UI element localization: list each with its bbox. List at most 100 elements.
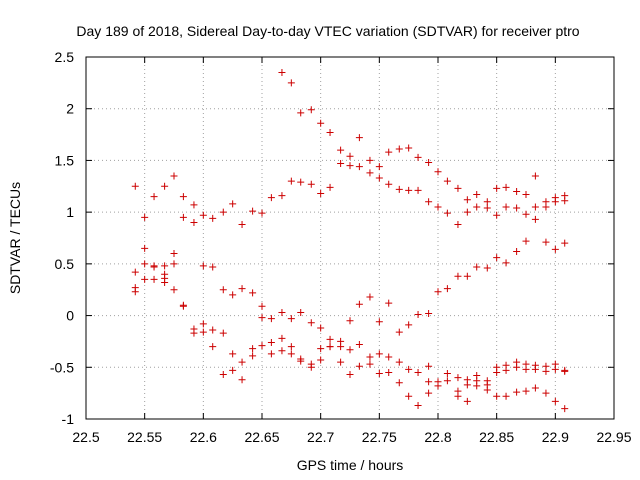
data-point	[346, 371, 354, 379]
data-point	[493, 211, 501, 219]
data-point	[366, 169, 374, 177]
data-point	[502, 203, 510, 211]
data-point	[150, 263, 158, 271]
data-point	[473, 203, 481, 211]
data-point	[190, 329, 198, 337]
data-point	[190, 218, 198, 226]
data-point	[405, 144, 413, 152]
data-point	[307, 319, 315, 327]
data-point	[229, 200, 237, 208]
data-point	[522, 387, 530, 395]
data-point	[443, 209, 451, 217]
data-point	[375, 369, 383, 377]
data-point	[209, 263, 217, 271]
data-point	[287, 79, 295, 87]
data-point	[561, 367, 569, 375]
y-axis-label: SDTVAR / TECUs	[7, 182, 23, 294]
data-point	[346, 346, 354, 354]
data-point	[287, 343, 295, 351]
data-point	[522, 210, 530, 218]
data-point	[561, 197, 569, 205]
data-point	[249, 207, 257, 215]
data-point	[249, 352, 257, 360]
data-point	[405, 186, 413, 194]
data-point	[287, 177, 295, 185]
x-tick-label: 22.5	[72, 429, 99, 445]
data-point	[278, 69, 286, 77]
x-axis-label: GPS time / hours	[297, 457, 404, 473]
data-point	[190, 201, 198, 209]
data-point	[405, 321, 413, 329]
data-point	[199, 211, 207, 219]
data-point	[209, 214, 217, 222]
data-point	[542, 238, 550, 246]
data-point	[297, 308, 305, 316]
data-point	[258, 209, 266, 217]
data-point	[317, 345, 325, 353]
data-point	[209, 326, 217, 334]
data-point	[278, 334, 286, 342]
data-point	[385, 368, 393, 376]
data-point	[434, 288, 442, 296]
data-point	[542, 389, 550, 397]
data-point	[366, 156, 374, 164]
data-point	[502, 183, 510, 191]
data-point	[513, 204, 521, 212]
data-point	[454, 184, 462, 192]
data-point	[199, 262, 207, 270]
data-point	[425, 198, 433, 206]
data-point	[531, 203, 539, 211]
data-point	[434, 168, 442, 176]
x-tick-label: 22.85	[479, 429, 514, 445]
x-tick-label: 22.6	[190, 429, 217, 445]
data-point	[219, 208, 227, 216]
data-point	[337, 146, 345, 154]
data-point	[267, 315, 275, 323]
data-point	[434, 203, 442, 211]
data-point	[385, 299, 393, 307]
data-point	[375, 350, 383, 358]
data-point	[366, 360, 374, 368]
data-point	[493, 184, 501, 192]
data-points	[131, 69, 569, 413]
data-point	[346, 152, 354, 160]
data-point	[395, 328, 403, 336]
data-point	[366, 353, 374, 361]
data-point	[502, 366, 510, 374]
y-tick-label: 1	[66, 204, 74, 220]
data-point	[229, 291, 237, 299]
data-point	[531, 172, 539, 180]
data-point	[179, 193, 187, 201]
data-point	[531, 215, 539, 223]
data-point	[493, 254, 501, 262]
data-point	[170, 260, 178, 268]
data-point	[229, 350, 237, 358]
data-point	[473, 263, 481, 271]
data-point	[483, 264, 491, 272]
data-point	[346, 162, 354, 170]
data-point	[425, 389, 433, 397]
data-point	[531, 384, 539, 392]
data-point	[531, 365, 539, 373]
data-point	[161, 182, 169, 190]
data-point	[355, 134, 363, 142]
data-point	[219, 286, 227, 294]
data-point	[337, 160, 345, 168]
grid-layer	[86, 57, 614, 419]
data-point	[542, 367, 550, 375]
data-point	[425, 362, 433, 370]
data-point	[150, 275, 158, 283]
data-point	[307, 363, 315, 371]
data-point	[454, 392, 462, 400]
data-point	[307, 180, 315, 188]
data-point	[258, 302, 266, 310]
data-point	[297, 357, 305, 365]
data-point	[443, 177, 451, 185]
data-point	[425, 158, 433, 166]
data-point	[366, 293, 374, 301]
data-point	[161, 278, 169, 286]
data-point	[493, 368, 501, 376]
data-point	[493, 392, 501, 400]
data-point	[141, 260, 149, 268]
data-point	[463, 272, 471, 280]
